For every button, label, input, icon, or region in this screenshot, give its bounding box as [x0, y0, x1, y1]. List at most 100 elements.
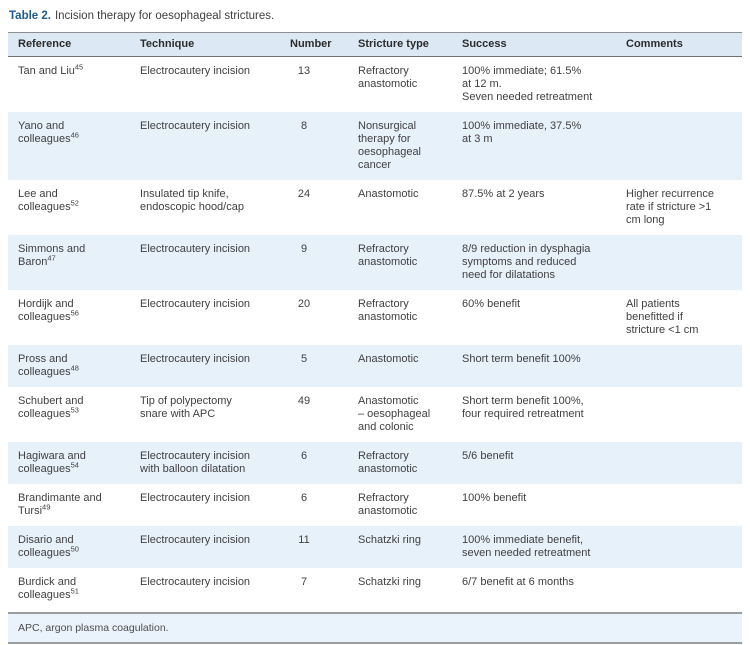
cell-success: Short term benefit 100% [462, 353, 581, 365]
cell-reference: Lee and colleagues52 [8, 180, 130, 235]
cell-success: 100% immediate, 37.5% at 3 m [462, 120, 582, 145]
cell-technique: Electrocautery incision [140, 534, 251, 546]
cell-reference: Hordijk and colleagues56 [8, 290, 130, 345]
cell-reference: Yano and colleagues46 [8, 112, 130, 180]
reference-text: Disario and colleagues [18, 534, 74, 559]
column-header-technique: Technique [130, 32, 280, 57]
cell-number: 8 [300, 120, 308, 132]
table-row: Brandimante and Tursi49 Electrocautery in… [8, 484, 742, 526]
cell-technique: Electrocautery incision [140, 120, 251, 132]
cell-technique: Electrocautery incision [140, 576, 251, 588]
cell-technique: Electrocautery incision [140, 353, 251, 365]
cell-stricture-type: Refractory anastomotic [358, 243, 418, 268]
cell-success: 5/6 benefit [462, 450, 514, 462]
table-header-row: Reference Technique Number Stricture type Su… [8, 32, 742, 57]
cell-technique: Electrocautery incision [140, 492, 251, 504]
column-header-reference: Reference [8, 32, 130, 57]
column-header-comments: Comments [616, 32, 742, 57]
reference-text: Hordijk and colleagues [18, 298, 74, 323]
cell-number: 7 [300, 576, 308, 588]
cell-comments [616, 57, 742, 113]
cell-reference: Disario and colleagues50 [8, 526, 130, 568]
table-footnote: APC, argon plasma coagulation. [8, 612, 742, 644]
cell-comments [616, 112, 742, 180]
reference-citation-number: 56 [70, 308, 79, 318]
table-row: Burdick and colleagues51 Electrocautery i… [8, 568, 742, 610]
cell-comments: Higher recurrence rate if stricture >1 c… [626, 188, 715, 226]
cell-comments [616, 484, 742, 526]
cell-technique: Tip of polypectomy snare with APC [140, 395, 232, 420]
cell-stricture-type: Schatzki ring [358, 576, 421, 588]
reference-text: Pross and colleagues [18, 353, 71, 378]
cell-reference: Burdick and colleagues51 [8, 568, 130, 610]
table-row: Pross and colleagues48 Electrocautery inc… [8, 345, 742, 387]
reference-citation-number: 50 [70, 544, 79, 554]
cell-success: 8/9 reduction in dysphagia symptoms and … [462, 243, 591, 281]
column-header-number: Number [280, 32, 348, 57]
cell-success: 100% immediate; 61.5% at 12 m. Seven nee… [462, 65, 593, 103]
incision-therapy-table: Reference Technique Number Stricture type Su… [8, 32, 742, 610]
reference-text: Yano and colleagues [18, 120, 71, 145]
cell-technique: Electrocautery incision [140, 65, 251, 77]
reference-text: Tan and Liu [18, 65, 75, 77]
cell-success: 60% benefit [462, 298, 521, 310]
table-row: Disario and colleagues50 Electrocautery i… [8, 526, 742, 568]
reference-text: Simmons and Baron [18, 243, 86, 268]
reference-citation-number: 52 [70, 198, 79, 208]
cell-success: 100% benefit [462, 492, 527, 504]
cell-comments [616, 442, 742, 484]
reference-citation-number: 46 [70, 130, 79, 140]
cell-number: 9 [300, 243, 308, 255]
cell-number: 20 [297, 298, 311, 310]
cell-comments [616, 345, 742, 387]
cell-number: 49 [297, 395, 311, 407]
table-caption-text: Incision therapy for oesophageal strictu… [54, 10, 275, 22]
cell-technique: Insulated tip knife, endoscopic hood/cap [140, 188, 244, 213]
reference-text: Brandimante and Tursi [18, 492, 102, 517]
table-body: Tan and Liu45 Electrocautery incision 13 Re… [8, 57, 742, 611]
table-row: Lee and colleagues52 Insulated tip knife,… [8, 180, 742, 235]
cell-comments [616, 387, 742, 442]
cell-stricture-type: Nonsurgical therapy for oesophageal canc… [358, 120, 422, 171]
cell-number: 24 [297, 188, 311, 200]
cell-success: 100% immediate benefit, seven needed ret… [462, 534, 591, 559]
cell-number: 6 [300, 450, 308, 462]
cell-reference: Hagiwara and colleagues54 [8, 442, 130, 484]
cell-technique: Electrocautery incision [140, 298, 251, 310]
table-row: Schubert and colleagues53 Tip of polypect… [8, 387, 742, 442]
cell-stricture-type: Refractory anastomotic [358, 492, 418, 517]
cell-comments [616, 526, 742, 568]
cell-technique: Electrocautery incision with balloon dil… [140, 450, 251, 475]
reference-citation-number: 49 [42, 502, 51, 512]
reference-text: Schubert and colleagues [18, 395, 84, 420]
cell-number: 6 [300, 492, 308, 504]
cell-number: 5 [300, 353, 308, 365]
reference-citation-number: 54 [70, 460, 79, 470]
cell-stricture-type: Schatzki ring [358, 534, 421, 546]
cell-stricture-type: Refractory anastomotic [358, 450, 418, 475]
table-row: Hagiwara and colleagues54 Electrocautery … [8, 442, 742, 484]
reference-text: Burdick and colleagues [18, 576, 77, 601]
cell-stricture-type: Anastomotic – oesophageal and colonic [358, 395, 431, 433]
table-row: Yano and colleagues46 Electrocautery inci… [8, 112, 742, 180]
cell-number: 11 [298, 534, 310, 546]
column-header-stricture-type: Stricture type [348, 32, 452, 57]
cell-technique: Electrocautery incision [140, 243, 251, 255]
reference-citation-number: 53 [70, 405, 79, 415]
cell-comments [616, 235, 742, 290]
cell-stricture-type: Anastomotic [358, 353, 419, 365]
cell-success: Short term benefit 100%, four required r… [462, 395, 584, 420]
cell-stricture-type: Refractory anastomotic [358, 298, 418, 323]
reference-citation-number: 47 [47, 253, 56, 263]
table-row: Hordijk and colleagues56 Electrocautery i… [8, 290, 742, 345]
cell-comments: All patients benefitted if stricture <1 … [626, 298, 699, 336]
reference-citation-number: 45 [74, 62, 84, 72]
cell-reference: Pross and colleagues48 [8, 345, 130, 387]
table-header: Reference Technique Number Stricture type Su… [8, 32, 742, 57]
table-row: Simmons and Baron47 Electrocautery incisi… [8, 235, 742, 290]
cell-number: 13 [297, 65, 311, 77]
cell-reference: Tan and Liu45 [8, 57, 130, 113]
reference-citation-number: 51 [70, 586, 79, 596]
table-caption-label: Table 2. [9, 10, 51, 22]
